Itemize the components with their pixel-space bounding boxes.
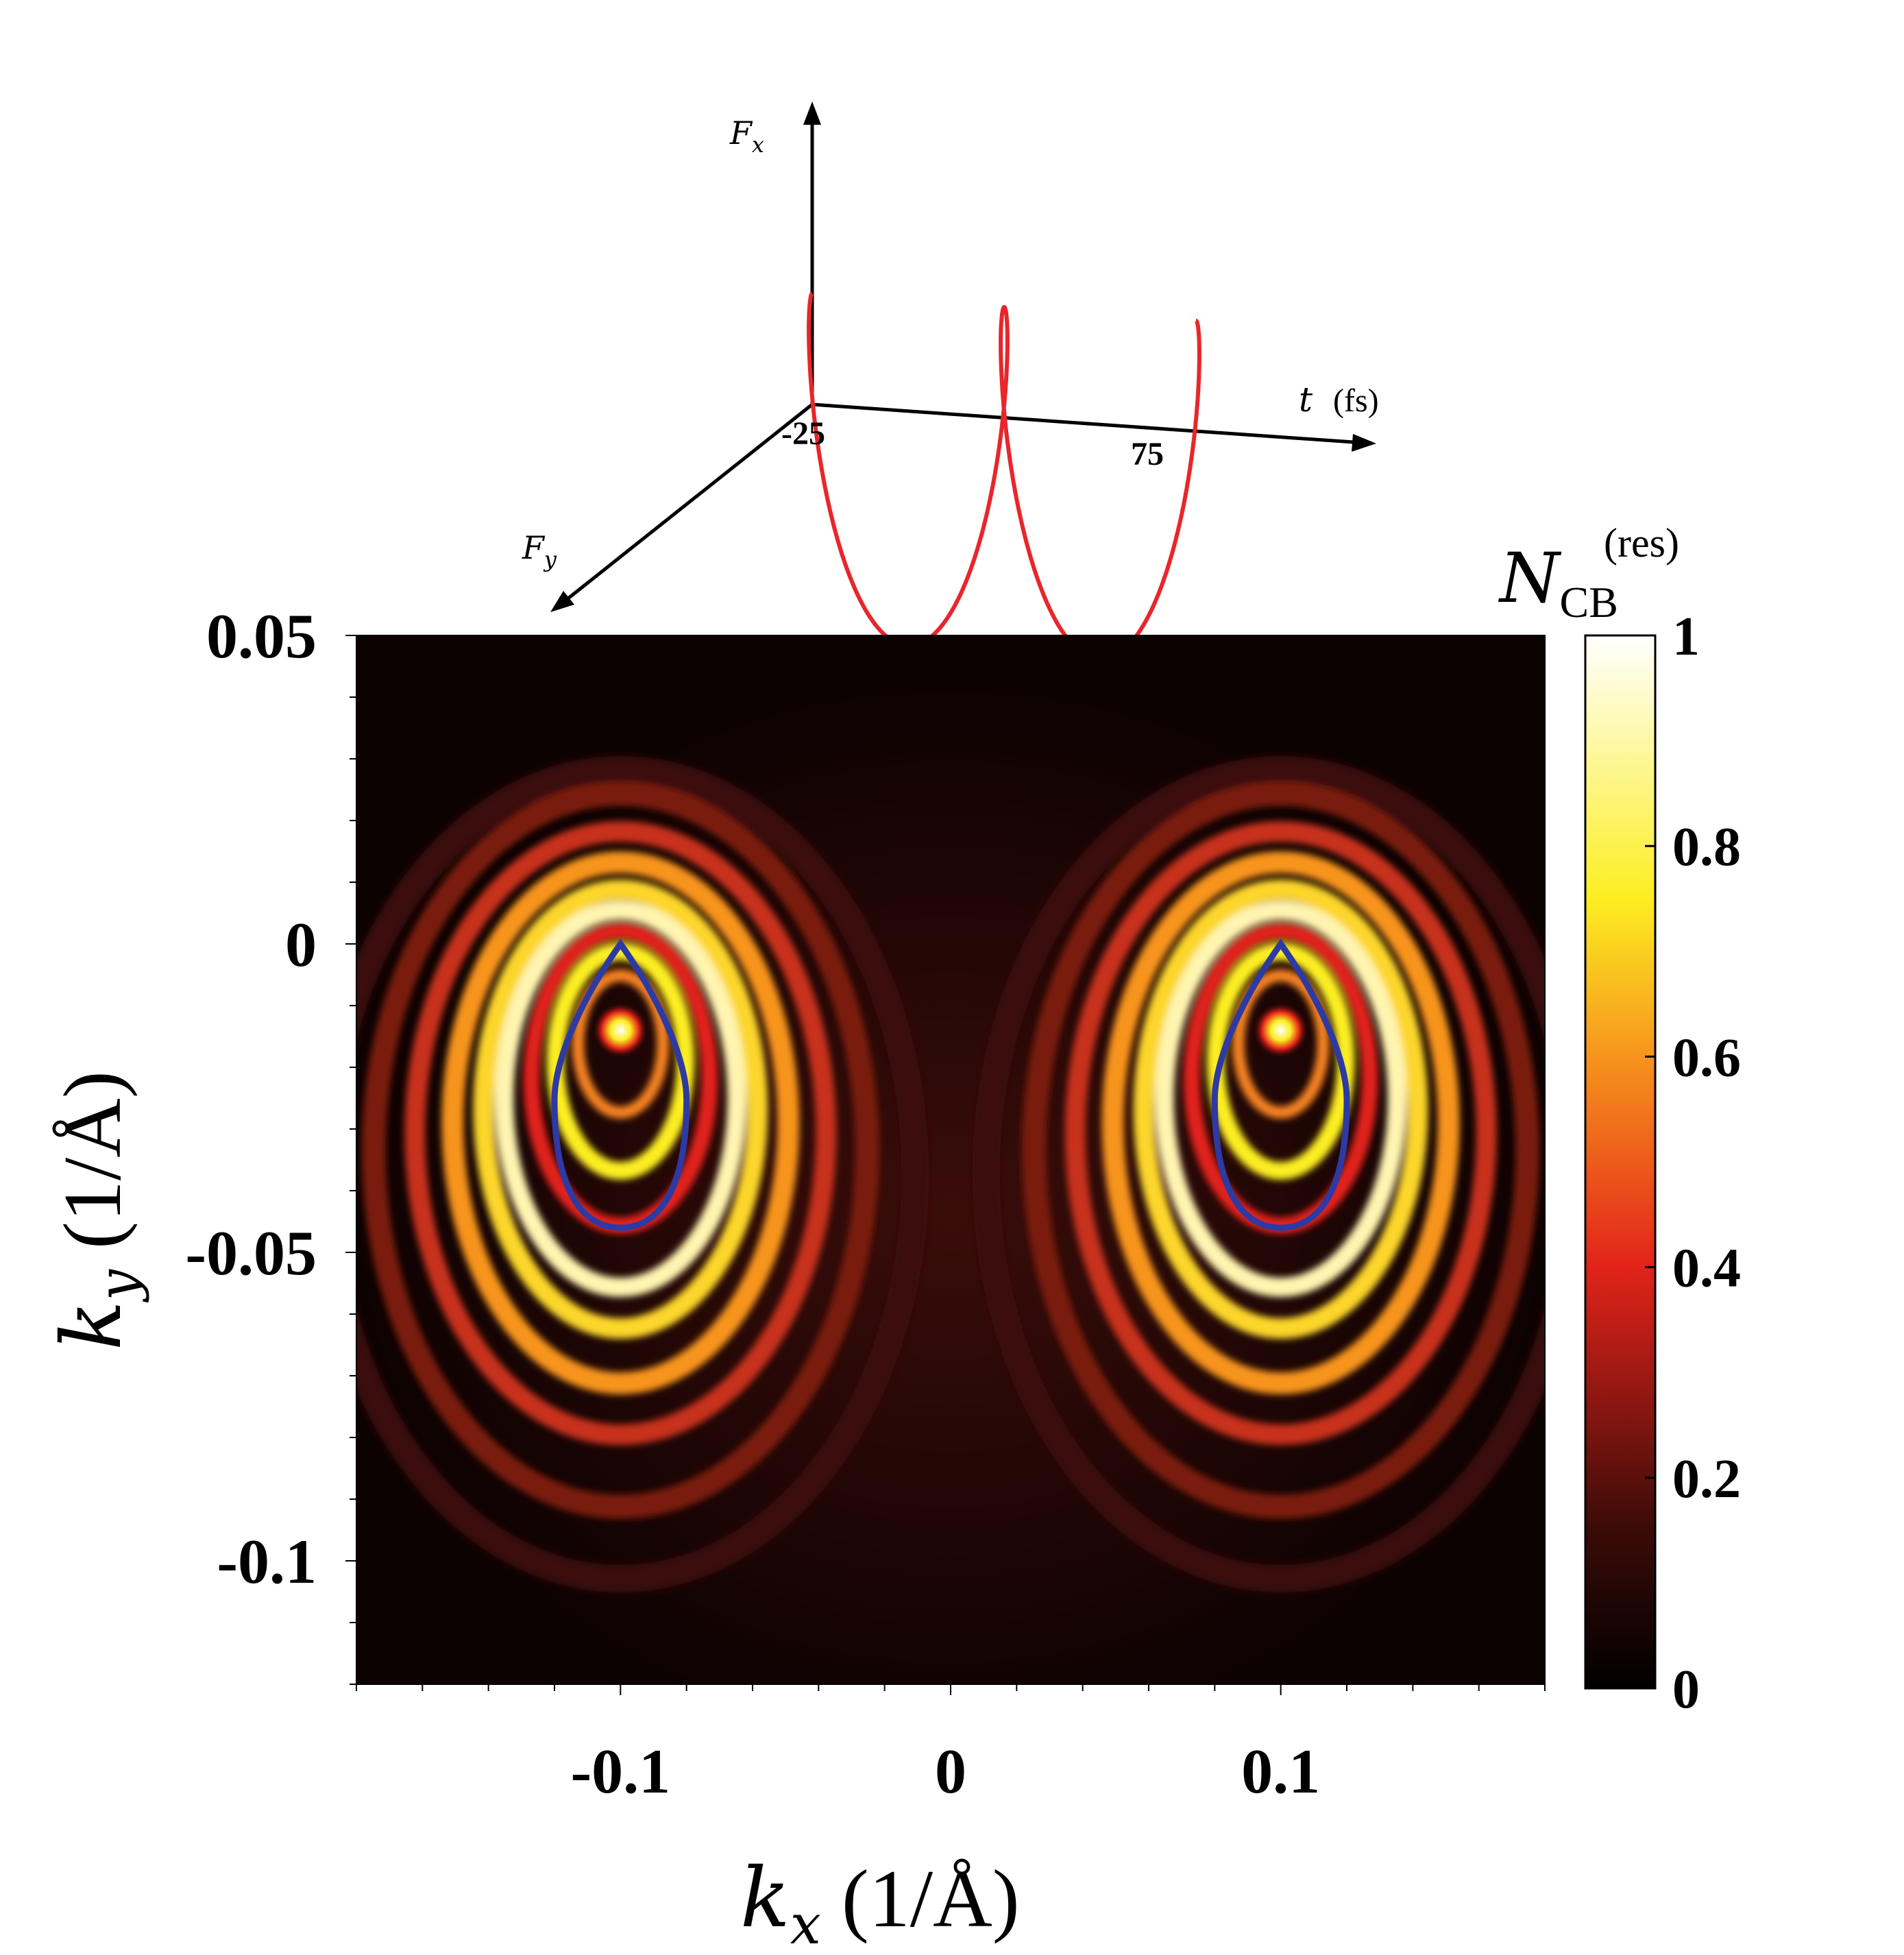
electric-field-curve: [807, 291, 1201, 661]
hotspot-0: [591, 1001, 650, 1059]
heatmap: [356, 635, 1545, 1684]
colorbar-tick-label: 0.6: [1672, 1028, 1741, 1088]
ring-1-2: [1064, 821, 1497, 1445]
tick-label-end: 75: [1131, 436, 1164, 472]
ring-0-5: [494, 901, 747, 1297]
ring-0-7: [546, 943, 695, 1180]
teardrop-contour-1: [1211, 938, 1350, 1231]
ring-1-8: [1232, 969, 1330, 1119]
fx-arrowhead: [803, 101, 821, 125]
colorbar-title-superscript: (res): [1604, 520, 1679, 566]
ring-1-0: [972, 756, 1545, 1592]
field-inset: Fx Fy t (fs) -25 75: [522, 101, 1379, 661]
y-axis-label: ky(1/Å): [45, 1071, 150, 1350]
ring-0-2: [404, 821, 837, 1445]
x-tick-label: 0.1: [1241, 1736, 1320, 1806]
ring-1-4: [1133, 879, 1428, 1339]
ring-1-5: [1154, 901, 1407, 1297]
x-tick-label: 0: [935, 1736, 966, 1806]
ring-0-4: [473, 879, 768, 1339]
ring-1-3: [1101, 851, 1460, 1394]
x-tick-label: -0.1: [571, 1736, 671, 1806]
colorbar-ticks: 0 0.2 0.4 0.6 0.8 1: [1645, 607, 1741, 1720]
y-tick-label: 0.05: [206, 601, 317, 671]
x-axis-label: kx (1/Å): [740, 1851, 1020, 1955]
fy-axis: [561, 403, 814, 605]
y-tick-label: -0.1: [217, 1527, 317, 1596]
colorbar-gradient: [1584, 634, 1657, 1690]
t-arrowhead: [1352, 434, 1376, 452]
overlay-contours: [551, 938, 1350, 1231]
fy-label: Fy: [522, 529, 557, 572]
fx-label: Fx: [729, 114, 764, 158]
hotspots: [591, 1001, 1310, 1059]
ring-1-7: [1206, 943, 1355, 1180]
t-unit-label: (fs): [1333, 382, 1379, 419]
t-label: t: [1299, 380, 1313, 420]
ring-1-1: [1022, 781, 1540, 1519]
tick-label-start: -25: [781, 415, 825, 452]
colorbar-tick-label: 0: [1672, 1660, 1700, 1720]
colorbar-tick-label: 1: [1672, 607, 1700, 667]
x-axis-ticks: -0.1 0 0.1: [356, 1684, 1546, 1806]
ring-0-3: [441, 851, 800, 1394]
fy-arrowhead: [550, 591, 574, 612]
y-tick-label: -0.05: [185, 1218, 317, 1288]
ring-0-8: [572, 969, 670, 1119]
colorbar-tick-label: 0.8: [1672, 817, 1741, 877]
colorbar-tick-label: 0.4: [1672, 1239, 1741, 1299]
y-axis-ticks: 0.05 0 -0.05 -0.1: [185, 601, 356, 1685]
teardrop-contour-0: [551, 938, 690, 1231]
inset-axes: [550, 101, 1376, 612]
y-tick-label: 0: [285, 910, 317, 980]
colorbar-title: NCB: [1498, 538, 1618, 627]
ring-0-1: [361, 781, 879, 1519]
hotspot-1: [1252, 1001, 1310, 1059]
colorbar: 0 0.2 0.4 0.6 0.8 1 NCB (res): [1498, 520, 1741, 1720]
t-axis: [811, 402, 1354, 444]
ring-0-0: [356, 756, 929, 1592]
colorbar-tick-label: 0.2: [1672, 1449, 1741, 1509]
